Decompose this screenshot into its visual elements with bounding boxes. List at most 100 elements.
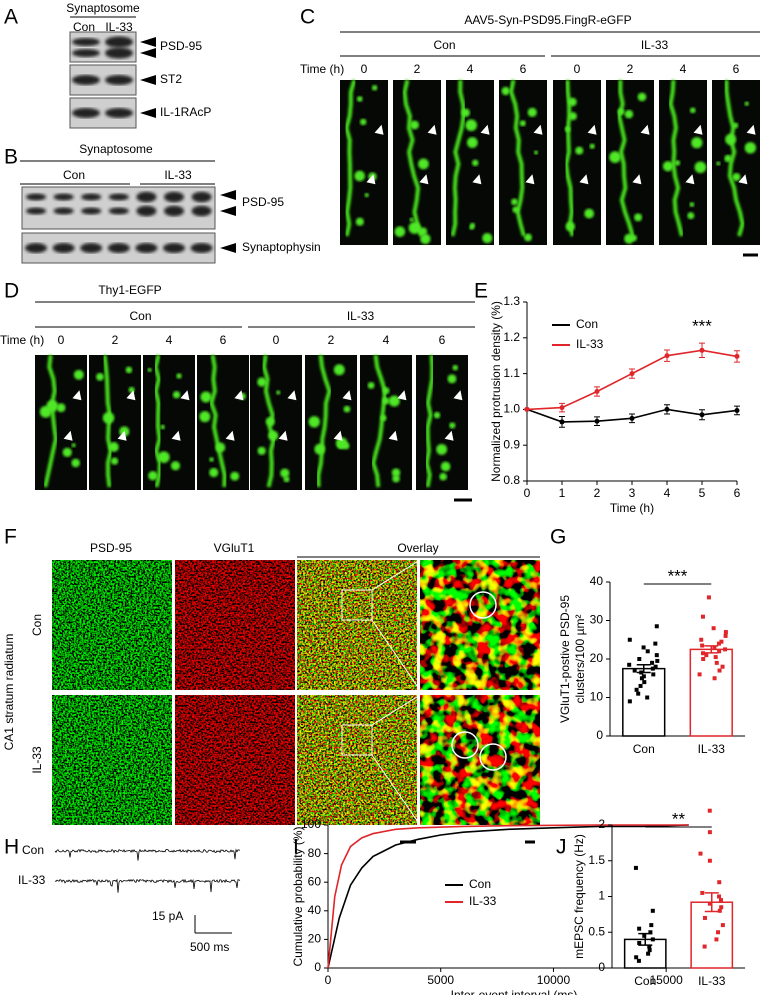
arrowhead <box>525 174 535 185</box>
band <box>136 191 157 203</box>
x-axis-label: Time (h) <box>610 501 654 515</box>
y-axis-label: Normalized protrusion density (%) <box>489 301 503 482</box>
region-label: CA1 stratum radiatum <box>2 634 16 751</box>
data-point <box>634 687 639 692</box>
spine <box>662 161 674 172</box>
marker <box>594 418 600 424</box>
spine <box>342 442 350 450</box>
error-bar <box>636 664 651 674</box>
marker <box>664 406 670 412</box>
y-tick-label: 1.5 <box>588 853 605 867</box>
data-point <box>723 633 728 638</box>
arrowhead <box>140 37 156 47</box>
band <box>81 193 102 201</box>
spine <box>170 461 181 471</box>
arrowhead <box>738 174 748 185</box>
data-point <box>642 680 647 685</box>
arrowhead <box>746 124 756 135</box>
spine <box>534 150 539 155</box>
spine <box>388 395 400 407</box>
spine <box>564 126 571 133</box>
arrowhead <box>444 430 454 441</box>
data-point <box>653 664 658 669</box>
spine <box>356 96 363 102</box>
y-tick-label: 1.0 <box>503 402 520 416</box>
arrowhead <box>579 174 589 185</box>
x-tick-label: 0 <box>325 973 332 987</box>
data-point <box>650 660 655 665</box>
band <box>72 49 100 57</box>
dendrite <box>450 79 466 237</box>
arrowhead <box>342 390 352 401</box>
marker <box>699 347 705 353</box>
arrowhead <box>480 124 490 135</box>
time-tick: 6 <box>733 62 740 76</box>
data-point <box>633 865 638 870</box>
spine <box>501 86 510 96</box>
spine <box>511 198 518 206</box>
spine <box>420 233 431 245</box>
band-label: Synaptophysin <box>242 240 321 254</box>
y-tick-label: 0.9 <box>503 437 520 451</box>
time-tick: 0 <box>58 333 65 347</box>
data-point <box>718 898 723 903</box>
panel-label: A <box>4 6 18 29</box>
marker <box>524 406 530 412</box>
spine <box>364 193 369 198</box>
data-point <box>713 655 718 660</box>
data-point <box>699 637 704 642</box>
band <box>190 243 213 253</box>
spine <box>230 471 240 481</box>
x-tick-label: 5 <box>699 486 706 500</box>
data-point <box>655 658 660 663</box>
data-point <box>707 830 712 835</box>
panel-label: B <box>4 146 18 169</box>
band <box>107 243 130 253</box>
band <box>81 207 102 215</box>
scale-label: 500 ms <box>190 940 229 954</box>
time-label: Time (h) <box>300 62 344 76</box>
micrograph <box>52 695 172 825</box>
marker <box>699 412 705 418</box>
micrograph <box>175 560 295 690</box>
band-label: PSD-95 <box>242 195 284 209</box>
spine <box>744 142 757 154</box>
y-tick-label: 0 <box>314 960 321 974</box>
time-tick: 4 <box>166 333 173 347</box>
time-tick: 0 <box>361 62 368 76</box>
data-point <box>637 657 642 661</box>
y-tick-label: 0.5 <box>588 924 605 938</box>
title: Thy1-EGFP <box>98 283 161 297</box>
spine <box>689 202 695 207</box>
data-point <box>706 595 711 600</box>
trace <box>54 848 241 861</box>
dendrite <box>668 79 684 237</box>
data-point <box>707 858 712 863</box>
annotation: *** <box>692 316 712 335</box>
spine <box>689 107 696 114</box>
marker <box>559 419 565 425</box>
band <box>108 207 129 215</box>
spine <box>148 471 158 481</box>
spine <box>512 206 519 213</box>
spine <box>674 160 681 166</box>
dendrite <box>316 354 332 488</box>
band <box>26 193 46 201</box>
data-point <box>646 951 651 956</box>
dendrite <box>724 79 745 237</box>
data-point <box>632 668 637 673</box>
spine <box>172 391 181 399</box>
data-point <box>645 649 650 654</box>
data-point <box>717 668 722 673</box>
band <box>105 75 133 85</box>
arrowhead <box>117 430 127 441</box>
spine <box>466 137 478 148</box>
spine <box>436 443 448 455</box>
arrowhead <box>220 190 236 200</box>
legend-label: Con <box>469 877 491 891</box>
band <box>164 191 184 203</box>
y-tick-label: 60 <box>308 874 322 888</box>
annotation: ** <box>672 809 686 828</box>
y-axis-label: mEPSC frequency (Hz) <box>572 834 586 959</box>
spine <box>482 232 493 244</box>
